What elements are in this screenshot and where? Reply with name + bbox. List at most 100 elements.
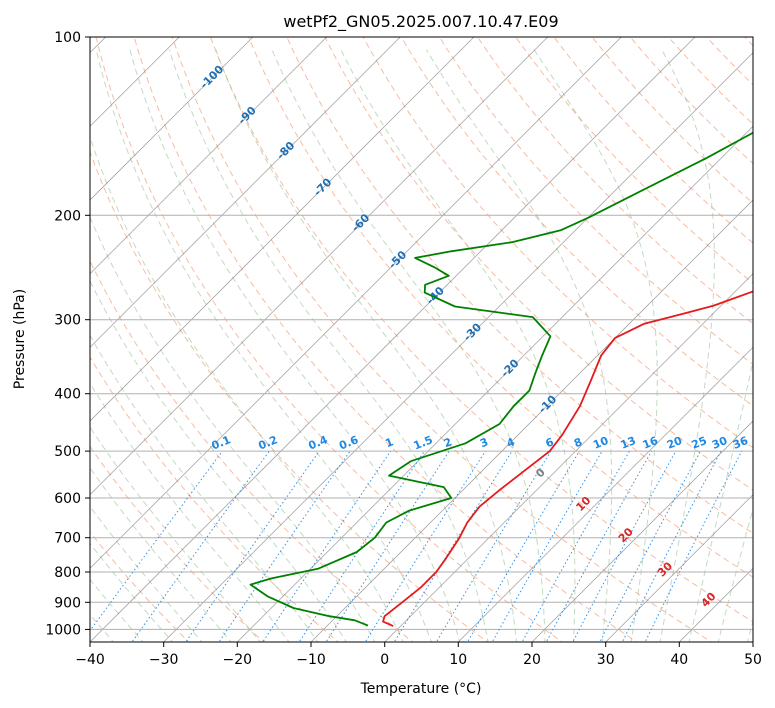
x-tick-label: 0 bbox=[380, 652, 389, 668]
moist-adiabat-line bbox=[90, 382, 290, 642]
mixing-ratio-label: 30 bbox=[710, 434, 729, 452]
chart-title: wetPf2_GN05.2025.007.10.47.E09 bbox=[283, 12, 558, 32]
dry-adiabat-line bbox=[629, 37, 753, 165]
moist-adiabat-label: 30 bbox=[655, 559, 675, 579]
dry-adiabat-line bbox=[705, 37, 753, 86]
dry-adiabat-label: -30 bbox=[461, 320, 484, 343]
mixing-ratio-label: 8 bbox=[572, 435, 584, 450]
y-tick-label: 500 bbox=[54, 444, 81, 460]
dry-adiabat-line bbox=[133, 37, 638, 642]
moist-adiabat-line bbox=[340, 49, 576, 642]
moist-adiabat-line bbox=[746, 619, 753, 642]
isotherm-line bbox=[90, 37, 548, 496]
y-tick-label: 200 bbox=[54, 208, 81, 224]
mixing-ratio-label: 13 bbox=[619, 434, 638, 452]
moist-adiabat-line bbox=[90, 426, 261, 642]
dry-adiabat-label: -40 bbox=[424, 284, 447, 307]
mixing-ratio-line bbox=[644, 450, 743, 642]
dry-adiabat-line bbox=[90, 150, 489, 642]
isotherm-line bbox=[90, 37, 327, 275]
y-tick-label: 600 bbox=[54, 491, 81, 507]
y-tick-label: 800 bbox=[54, 565, 81, 581]
x-tick-label: 10 bbox=[449, 652, 467, 668]
mixing-ratio-line bbox=[621, 450, 722, 642]
dry-adiabat-line bbox=[90, 259, 414, 642]
isotherm-line bbox=[384, 273, 753, 642]
moist-adiabat-line bbox=[90, 215, 376, 642]
moist-adiabat-line bbox=[129, 49, 461, 642]
x-tick-label: −10 bbox=[296, 652, 326, 668]
mixing-ratio-label: 0.6 bbox=[337, 433, 360, 452]
mixing-ratio-line bbox=[599, 450, 701, 642]
y-tick-label: 100 bbox=[54, 30, 81, 46]
y-axis: 100 200 300 400 500 600 700 800 900 1000 bbox=[45, 30, 90, 638]
x-axis-label: Temperature (°C) bbox=[360, 681, 482, 697]
dry-adiabats bbox=[90, 24, 775, 645]
mixing-ratio-line bbox=[466, 450, 580, 642]
isotherm-line bbox=[90, 37, 475, 422]
isotherm-line bbox=[163, 52, 753, 642]
dry-adiabat-line bbox=[324, 37, 753, 491]
isotherm-line bbox=[90, 37, 401, 348]
dry-adiabat-line bbox=[770, 24, 775, 645]
moist-adiabat-line bbox=[90, 505, 203, 642]
moist-adiabat-line bbox=[533, 49, 658, 642]
dry-adiabat-line bbox=[248, 37, 753, 578]
dry-adiabat-line bbox=[362, 37, 753, 449]
mixing-ratio-line bbox=[572, 450, 677, 642]
dry-adiabat-line bbox=[286, 37, 753, 534]
dry-adiabat-label: -60 bbox=[349, 211, 372, 234]
moist-adiabat-line bbox=[90, 135, 404, 642]
dewpoint-profile bbox=[249, 131, 753, 627]
mixing-ratio-label: 1.5 bbox=[412, 433, 435, 452]
isotherms bbox=[90, 37, 753, 642]
profile-series bbox=[249, 131, 753, 627]
dry-adiabat-label: -20 bbox=[498, 356, 521, 379]
dry-adiabat-line bbox=[515, 37, 753, 284]
x-tick-label: −40 bbox=[75, 652, 105, 668]
mixing-ratio-label: 16 bbox=[641, 434, 660, 452]
mixing-ratio-label: 20 bbox=[665, 434, 684, 452]
dry-adiabat-line bbox=[667, 37, 753, 125]
y-tick-label: 1000 bbox=[45, 622, 81, 638]
isotherm-line bbox=[90, 37, 254, 201]
x-tick-label: 50 bbox=[744, 652, 762, 668]
moist-adiabat-line bbox=[168, 49, 489, 642]
isopleth-labels: 0.1 0.2 0.4 0.6 1 1.5 2 3 4 6 8 10 13 16 20 25 30 36-100-… bbox=[198, 63, 751, 610]
isotherm-line bbox=[310, 199, 753, 642]
moist-adiabat-label: 20 bbox=[616, 525, 636, 545]
mixing-ratio-label: 0.2 bbox=[257, 433, 280, 452]
x-tick-label: −30 bbox=[149, 652, 179, 668]
dry-adiabat-label: -70 bbox=[311, 175, 334, 198]
temperature-profile bbox=[382, 290, 753, 627]
y-tick-label: 900 bbox=[54, 595, 81, 611]
y-axis-label: Pressure (hPa) bbox=[12, 289, 28, 389]
mixing-ratio-line bbox=[325, 450, 450, 642]
x-tick-label: −20 bbox=[223, 652, 253, 668]
isotherm-line bbox=[679, 567, 753, 642]
isotherm-line bbox=[531, 420, 753, 642]
pressure-gridlines bbox=[90, 37, 753, 630]
isotherm-line bbox=[458, 346, 753, 642]
isotherm-line bbox=[90, 37, 622, 569]
plot-area: 0.1 0.2 0.4 0.6 1 1.5 2 3 4 6 8 10 13 16 20 25 30 36-100-… bbox=[90, 24, 775, 645]
moist-adiabat-line bbox=[717, 506, 753, 642]
isotherm-line bbox=[752, 641, 753, 642]
moist-adiabat-label: 40 bbox=[699, 590, 719, 610]
moist-adiabat-line bbox=[90, 467, 232, 642]
x-tick-label: 30 bbox=[597, 652, 615, 668]
dry-adiabat-label: -80 bbox=[274, 139, 297, 162]
mixing-ratio-label: 2 bbox=[442, 435, 454, 450]
y-tick-label: 700 bbox=[54, 531, 81, 547]
x-axis: −40 −30 −20 −10 0 10 20 30 40 50 bbox=[75, 642, 762, 668]
isotherm-line bbox=[90, 37, 696, 642]
y-tick-label: 400 bbox=[54, 387, 81, 403]
moist-adiabat-line bbox=[688, 358, 753, 642]
mixing-ratio-line bbox=[90, 450, 223, 632]
dry-adiabat-label: -10 bbox=[536, 393, 559, 416]
dry-adiabat-line bbox=[90, 356, 340, 642]
mixing-ratio-label: 3 bbox=[478, 435, 490, 450]
dry-adiabat-line bbox=[438, 37, 753, 366]
mixing-ratio-line bbox=[364, 450, 486, 642]
